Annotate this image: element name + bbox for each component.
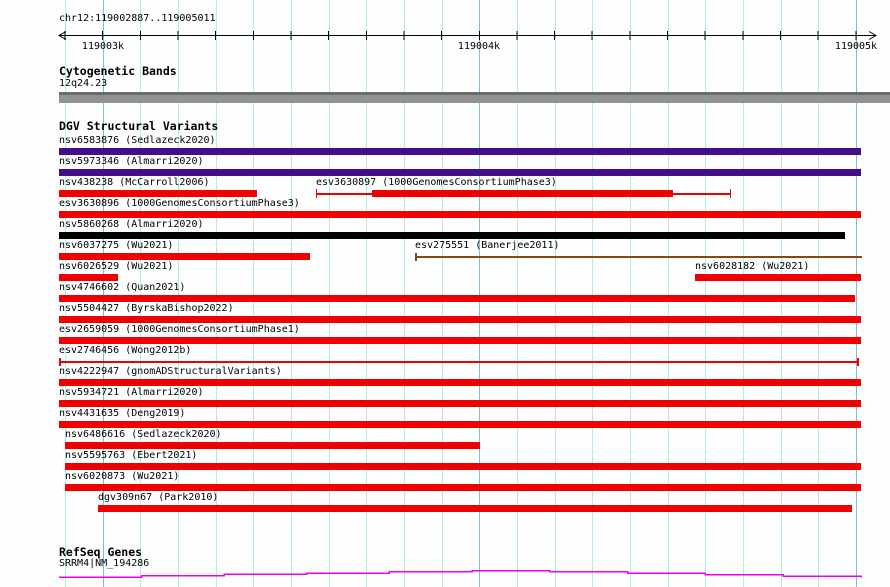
grid-line-minor — [667, 0, 669, 587]
variant-label[interactable]: nsv6026529 (Wu2021) — [59, 261, 174, 272]
grid-line-minor — [178, 0, 179, 587]
grid-line-major — [479, 0, 481, 587]
grid-line-minor — [554, 0, 556, 587]
grid-line-minor — [328, 0, 330, 587]
variant-label[interactable]: nsv6486616 (Sedlazeck2020) — [65, 429, 222, 440]
ruler-tick-label: 119004k — [457, 41, 501, 52]
grid-line-minor — [705, 0, 707, 587]
grid-line-minor — [516, 0, 518, 587]
variant-label[interactable]: nsv5504427 (ByrskaBishop2022) — [59, 303, 234, 314]
variant-line[interactable] — [59, 361, 858, 363]
variant-label[interactable]: esv3630896 (1000GenomesConsortiumPhase3) — [59, 198, 300, 209]
variant-bar[interactable] — [59, 337, 861, 344]
variant-bar[interactable] — [65, 463, 861, 470]
variant-label[interactable]: nsv438238 (McCarroll2006) — [59, 177, 210, 188]
grid-line-minor — [742, 0, 744, 587]
grid-line-minor — [253, 0, 255, 587]
variant-label[interactable]: nsv5860268 (Almarri2020) — [59, 219, 204, 230]
variant-label[interactable]: esv3630897 (1000GenomesConsortiumPhase3) — [316, 177, 557, 188]
variant-bar[interactable] — [59, 421, 861, 428]
variant-bar[interactable] — [59, 148, 861, 155]
coordinate-ruler — [57, 31, 878, 40]
ruler-tick-label: 119003k — [81, 41, 125, 52]
cytoband-bar[interactable] — [59, 92, 890, 103]
cytoband-label: 12q24.23 — [59, 78, 108, 89]
variant-label[interactable]: nsv5973346 (Almarri2020) — [59, 156, 204, 167]
grid-line-minor — [140, 0, 142, 587]
variant-label[interactable]: nsv6037275 (Wu2021) — [59, 240, 174, 251]
variant-bar[interactable] — [59, 253, 310, 260]
variant-label[interactable]: nsv4746602 (Quan2021) — [59, 282, 186, 293]
section-title-cytogenetic-bands: Cytogenetic Bands — [59, 64, 177, 78]
variant-bar[interactable] — [59, 274, 118, 281]
variant-bar[interactable] — [65, 484, 861, 491]
grid-line-minor — [291, 0, 292, 587]
variant-bar[interactable] — [59, 232, 845, 239]
variant-bar[interactable] — [59, 379, 861, 386]
variant-bar[interactable] — [98, 505, 852, 512]
variant-whisker-right-line[interactable] — [673, 192, 730, 195]
grid-line-minor — [215, 0, 217, 587]
variant-label[interactable]: nsv5595763 (Ebert2021) — [65, 450, 198, 461]
variant-whisker-right-tick[interactable] — [730, 189, 731, 198]
region-title: chr12:119002887..119005011 — [59, 13, 216, 24]
variant-whisker-left-line[interactable] — [316, 192, 372, 195]
variant-bar[interactable] — [59, 400, 861, 407]
variant-label[interactable]: nsv6583876 (Sedlazeck2020) — [59, 135, 216, 146]
variant-label[interactable]: nsv6028182 (Wu2021) — [695, 261, 810, 272]
grid-line-minor — [818, 0, 820, 587]
variant-label[interactable]: esv275551 (Banerjee2011) — [415, 240, 560, 251]
variant-label[interactable]: nsv5934721 (Almarri2020) — [59, 387, 204, 398]
variant-label[interactable]: nsv4431635 (Deng2019) — [59, 408, 186, 419]
variant-label[interactable]: nsv4222947 (gnomADStructuralVariants) — [59, 366, 282, 377]
variant-bar[interactable] — [65, 442, 480, 449]
variant-bar[interactable] — [59, 190, 257, 197]
variant-label[interactable]: esv2746456 (Wong2012b) — [59, 345, 192, 356]
ruler-right-arrow-icon — [868, 31, 878, 40]
section-title-dgv-structural-variants: DGV Structural Variants — [59, 119, 219, 133]
grid-line-minor — [441, 0, 443, 587]
section-title-refseq-genes: RefSeq Genes — [59, 545, 143, 559]
grid-line-minor — [403, 0, 405, 587]
grid-line-major — [102, 0, 104, 587]
variant-bar[interactable] — [59, 295, 855, 302]
variant-bar[interactable] — [695, 274, 861, 281]
grid-line-minor — [592, 0, 594, 587]
variant-label[interactable]: esv2659059 (1000GenomesConsortiumPhase1) — [59, 324, 300, 335]
gene-label[interactable]: SRRM4|NM_194286 — [59, 558, 150, 569]
variant-label[interactable]: nsv6020873 (Wu2021) — [65, 471, 180, 482]
grid-line-major — [855, 0, 857, 587]
grid-line-minor — [629, 0, 631, 587]
variant-bar[interactable] — [59, 211, 861, 218]
grid-line-minor — [780, 0, 782, 587]
grid-line-minor — [65, 0, 66, 587]
variant-bar[interactable] — [59, 316, 861, 323]
ruler-tick-label: 119005k — [834, 41, 878, 52]
variant-line-right-tick[interactable] — [857, 358, 859, 366]
variant-bar[interactable] — [372, 190, 673, 197]
variant-bar[interactable] — [59, 169, 861, 176]
grid-line-minor — [366, 0, 368, 587]
variant-label[interactable]: dgv309n67 (Park2010) — [98, 492, 219, 503]
variant-line[interactable] — [415, 256, 862, 258]
